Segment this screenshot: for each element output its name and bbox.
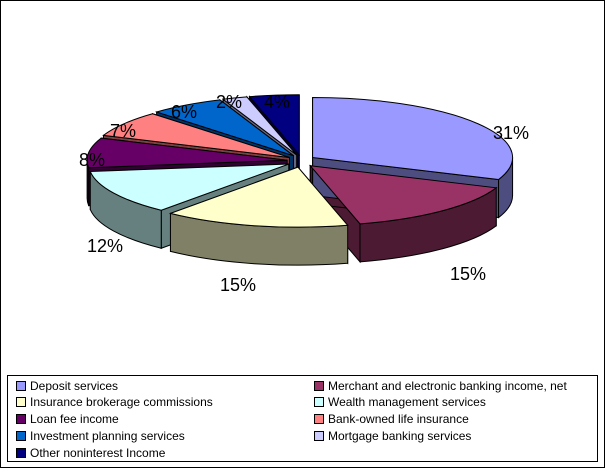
pie-slice-0 — [312, 96, 514, 181]
pie-slice-1 — [309, 165, 498, 225]
legend-swatch — [314, 430, 324, 441]
legend-swatch — [314, 414, 324, 425]
slice-data-label-0: 31% — [493, 123, 529, 143]
slice-data-label-5: 7% — [110, 121, 136, 141]
slice-data-label-3: 12% — [87, 236, 123, 256]
legend-swatch — [16, 397, 26, 408]
legend-item-2: Insurance brokerage commissions — [16, 394, 213, 411]
pie-slice-2 — [168, 166, 349, 228]
legend-swatch — [16, 447, 26, 458]
legend-label: Investment planning services — [30, 428, 185, 443]
pie-slice-4 — [86, 137, 288, 169]
pie-slice-6 — [154, 99, 294, 157]
legend-label: Loan fee income — [30, 412, 119, 427]
slice-data-label-7: 2% — [216, 92, 242, 112]
slice-tops — [86, 94, 514, 228]
legend-swatch — [16, 430, 26, 441]
legend-label: Merchant and electronic banking income, … — [328, 378, 567, 393]
legend-item-7: Mortgage banking services — [314, 427, 471, 444]
legend-swatch — [16, 380, 26, 391]
legend-label: Mortgage banking services — [328, 428, 472, 443]
slice-data-label-8: 4% — [264, 92, 290, 112]
legend-label: Deposit services — [30, 378, 119, 393]
legend-item-1: Merchant and electronic banking income, … — [314, 377, 567, 394]
pie-slice-3 — [89, 163, 289, 211]
slice-data-label-4: 8% — [79, 150, 105, 170]
legend-item-6: Investment planning services — [16, 427, 185, 444]
legend-item-8: Other noninterest Income — [16, 444, 165, 461]
legend-item-3: Wealth management services — [314, 394, 486, 411]
legend-item-5: Bank-owned life insurance — [314, 411, 469, 428]
legend-swatch — [16, 414, 26, 425]
legend-label: Bank-owned life insurance — [328, 412, 469, 427]
pie-slice-7 — [221, 96, 298, 156]
legend-label: Insurance brokerage commissions — [30, 395, 213, 410]
legend: Deposit services Merchant and electronic … — [7, 375, 598, 462]
pie-slice-8 — [248, 94, 300, 157]
pie-slice-5 — [102, 113, 290, 158]
legend-label: Other noninterest Income — [30, 445, 166, 460]
legend-swatch — [314, 380, 324, 391]
pie-chart: 31% 15% 15% 12% 8%7% 6% 2% 4% — [79, 92, 529, 295]
slice-data-label-1: 15% — [450, 264, 486, 284]
slice-data-label-6: 6% — [171, 102, 197, 122]
legend-swatch — [314, 397, 324, 408]
slice-data-label-2: 15% — [220, 275, 256, 295]
legend-item-0: Deposit services — [16, 377, 118, 394]
legend-label: Wealth management services — [328, 395, 486, 410]
legend-item-4: Loan fee income — [16, 411, 119, 428]
slice-labels: 31% 15% 15% 12% 8%7% 6% 2% 4% — [79, 92, 529, 295]
